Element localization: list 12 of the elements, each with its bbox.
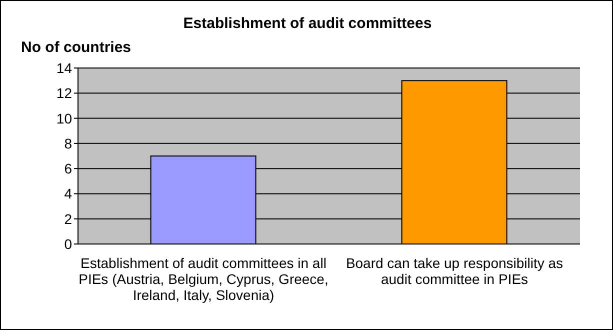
- y-tick-label: 12: [56, 85, 72, 102]
- chart-title: Establishment of audit committees: [182, 15, 433, 32]
- y-tick-label: 0: [64, 236, 72, 252]
- y-tick-label: 10: [56, 110, 72, 126]
- y-axis-title: No of countries: [21, 39, 132, 56]
- y-tick-label: 4: [64, 186, 72, 202]
- x-tick-label: Establishment of audit committees in all PIEs (Austria, Belgium, Cyprus, Greece, Ireland, Italy, Slovenia): [78, 255, 328, 303]
- x-tick-label: Board can take up responsibility as audit committee in PIEs: [346, 255, 564, 287]
- y-tick-label: 6: [64, 160, 72, 177]
- y-tick-label: 14: [56, 60, 72, 76]
- y-tick-label: 8: [64, 135, 72, 152]
- y-tick-label: 2: [64, 210, 72, 227]
